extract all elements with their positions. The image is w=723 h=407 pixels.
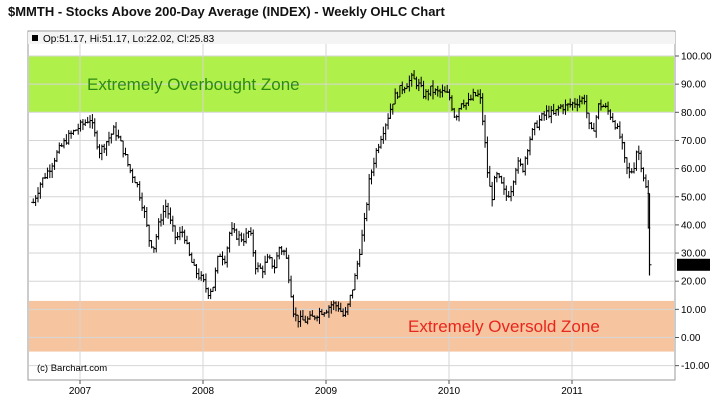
ohlc-marker [32,35,38,41]
chart-title: $MMTH - Stocks Above 200-Day Average (IN… [8,4,445,19]
credit-label: (c) Barchart.com [37,363,107,374]
labels-layer: 100.00 90.00 80.00 70.00 60.00 50.00 40.00 30.0… [69,52,712,398]
grid-layer [29,44,679,384]
overbought-zone-label: Extremely Overbought Zone [87,75,300,94]
y-tick-label: 0.00 [681,333,701,344]
ohlc-readout-box [28,32,675,44]
y-tick-label: 90.00 [681,80,706,91]
last-close-marker [677,258,710,271]
y-tick-label: 100.00 [681,52,712,63]
x-tick-label: 2007 [69,386,92,397]
y-tick-label: 20.00 [681,277,706,288]
oversold-zone-label: Extremely Oversold Zone [408,317,600,336]
x-tick-label: 2009 [315,386,338,397]
x-tick-label: 2011 [561,386,583,397]
y-tick-label: 10.00 [681,305,706,316]
x-tick-label: 2008 [192,386,215,397]
last-close-label: 25.83 [679,260,704,271]
x-tick-label: 2010 [438,386,461,397]
y-tick-label: 30.00 [681,249,706,260]
y-tick-label: 70.00 [681,136,706,147]
bars-layer [31,70,652,328]
ohlc-readout: Op:51.17, Hi:51.17, Lo:22.02, Cl:25.83 [43,34,215,45]
y-tick-label: 40.00 [681,220,706,231]
y-tick-label: -10.00 [681,361,710,372]
y-tick-label: 80.00 [681,108,706,119]
y-tick-label: 60.00 [681,164,706,175]
y-tick-label: 50.00 [681,192,706,203]
